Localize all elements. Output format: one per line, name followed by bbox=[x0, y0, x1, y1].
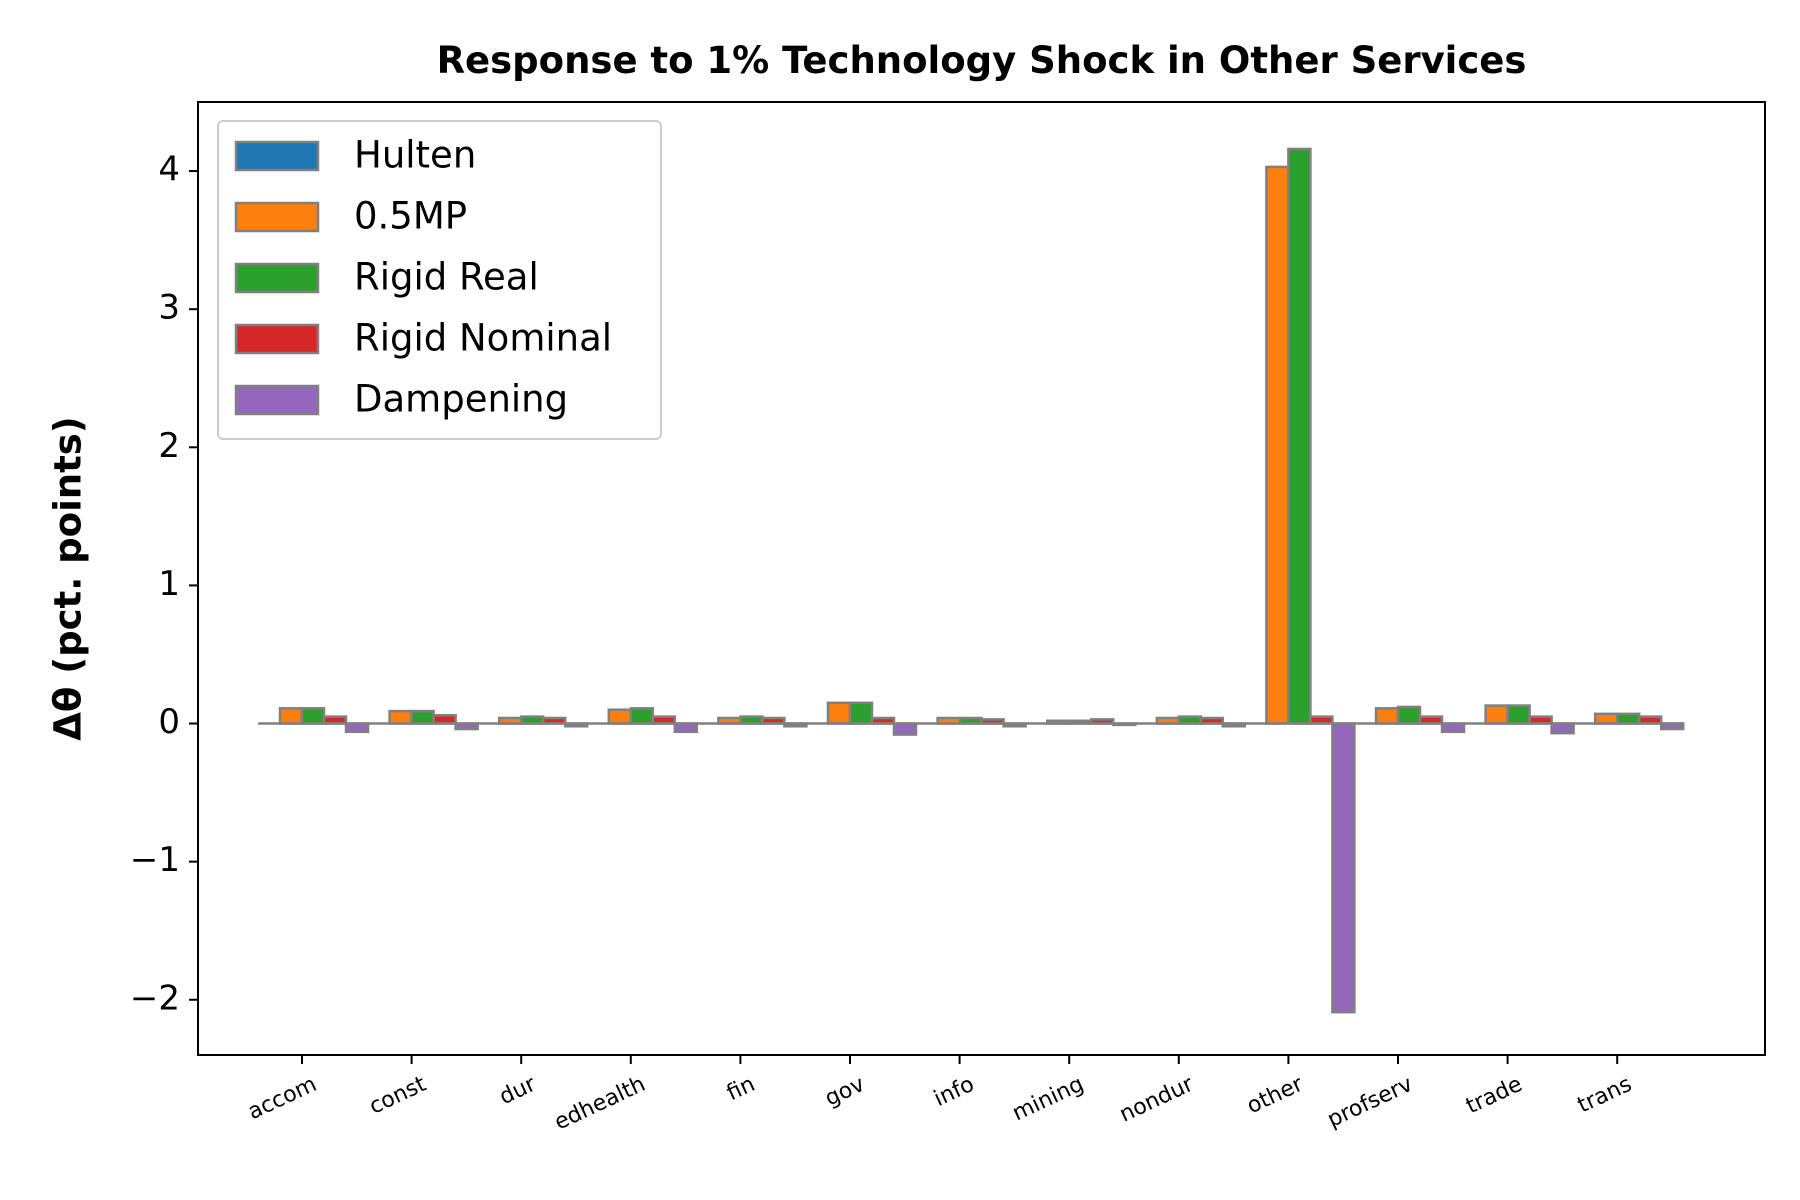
x-axis: accom const dur edhealth fin gov info mining non… bbox=[244, 1055, 1636, 1135]
bar-rigid-real-const bbox=[410, 709, 435, 725]
y-tick-label: 4 bbox=[158, 150, 180, 190]
plot-frame bbox=[197, 101, 1766, 1056]
legend-swatch bbox=[234, 262, 320, 294]
bar-dampening-trade bbox=[1550, 722, 1575, 735]
y-axis-label: Δθ (pct. points) bbox=[47, 416, 90, 740]
y-tick-label: 1 bbox=[158, 564, 180, 604]
x-tick-label: edhealth bbox=[551, 1072, 650, 1136]
bar-0-5mp-trade bbox=[1484, 704, 1509, 725]
bar-rigid-real-edhealth bbox=[629, 707, 655, 725]
bar-0-5mp-const bbox=[388, 709, 413, 725]
y-tick-label: 0 bbox=[158, 702, 180, 742]
bar-dampening-gov bbox=[892, 722, 918, 736]
y-tick-label: −2 bbox=[130, 978, 180, 1018]
bar-rigid-real-trans bbox=[1615, 712, 1641, 725]
bar-0-5mp-trans bbox=[1593, 712, 1619, 725]
legend-label: Hulten bbox=[354, 134, 476, 177]
x-tick-label: trans bbox=[1574, 1072, 1636, 1119]
bar-rigid-real-profserv bbox=[1396, 705, 1422, 725]
x-tick-label: gov bbox=[821, 1072, 868, 1112]
bar-0-5mp-profserv bbox=[1374, 707, 1400, 725]
y-tick-label: 3 bbox=[158, 288, 180, 328]
legend-box bbox=[217, 120, 662, 440]
x-tick-label: mining bbox=[1009, 1072, 1088, 1127]
y-axis: −2 −1 0 1 2 3 4 bbox=[130, 150, 198, 1018]
legend: Hulten 0.5MP Rigid Real Rigid Nominal Dampen… bbox=[217, 120, 662, 440]
y-tick-label: −1 bbox=[130, 840, 180, 880]
legend-swatch bbox=[234, 201, 320, 233]
x-tick-label: info bbox=[930, 1072, 978, 1112]
x-tick-label: profserv bbox=[1324, 1072, 1417, 1133]
legend-swatch bbox=[234, 140, 320, 172]
bar-0-5mp-gov bbox=[826, 701, 852, 725]
legend-label: Rigid Nominal bbox=[354, 317, 612, 360]
legend-label: 0.5MP bbox=[354, 195, 467, 238]
bar-rigid-real-gov bbox=[848, 701, 874, 725]
y-tick-label: 2 bbox=[158, 426, 180, 466]
x-tick-label: dur bbox=[496, 1071, 541, 1110]
legend-swatch bbox=[234, 384, 320, 416]
bar-0-5mp-accom bbox=[278, 707, 304, 725]
x-tick-label: fin bbox=[723, 1072, 759, 1106]
chart-title: Response to 1% Technology Shock in Other… bbox=[437, 39, 1527, 82]
bar-0-5mp-edhealth bbox=[607, 708, 633, 725]
legend-label: Rigid Real bbox=[354, 256, 539, 299]
x-tick-label: nondur bbox=[1116, 1071, 1198, 1127]
legend-swatch bbox=[234, 323, 320, 355]
bar-dampening-other bbox=[1331, 722, 1356, 1014]
x-tick-label: accom bbox=[244, 1072, 320, 1125]
x-tick-label: const bbox=[366, 1072, 431, 1120]
bar-rigid-real-trade bbox=[1506, 704, 1531, 725]
bar-rigid-real-other bbox=[1287, 147, 1312, 725]
bars-group bbox=[278, 147, 1685, 1014]
x-tick-label: trade bbox=[1462, 1072, 1526, 1119]
bar-rigid-real-accom bbox=[300, 707, 326, 725]
x-tick-label: other bbox=[1243, 1071, 1308, 1119]
bar-0-5mp-other bbox=[1265, 165, 1290, 725]
legend-label: Dampening bbox=[354, 378, 568, 421]
